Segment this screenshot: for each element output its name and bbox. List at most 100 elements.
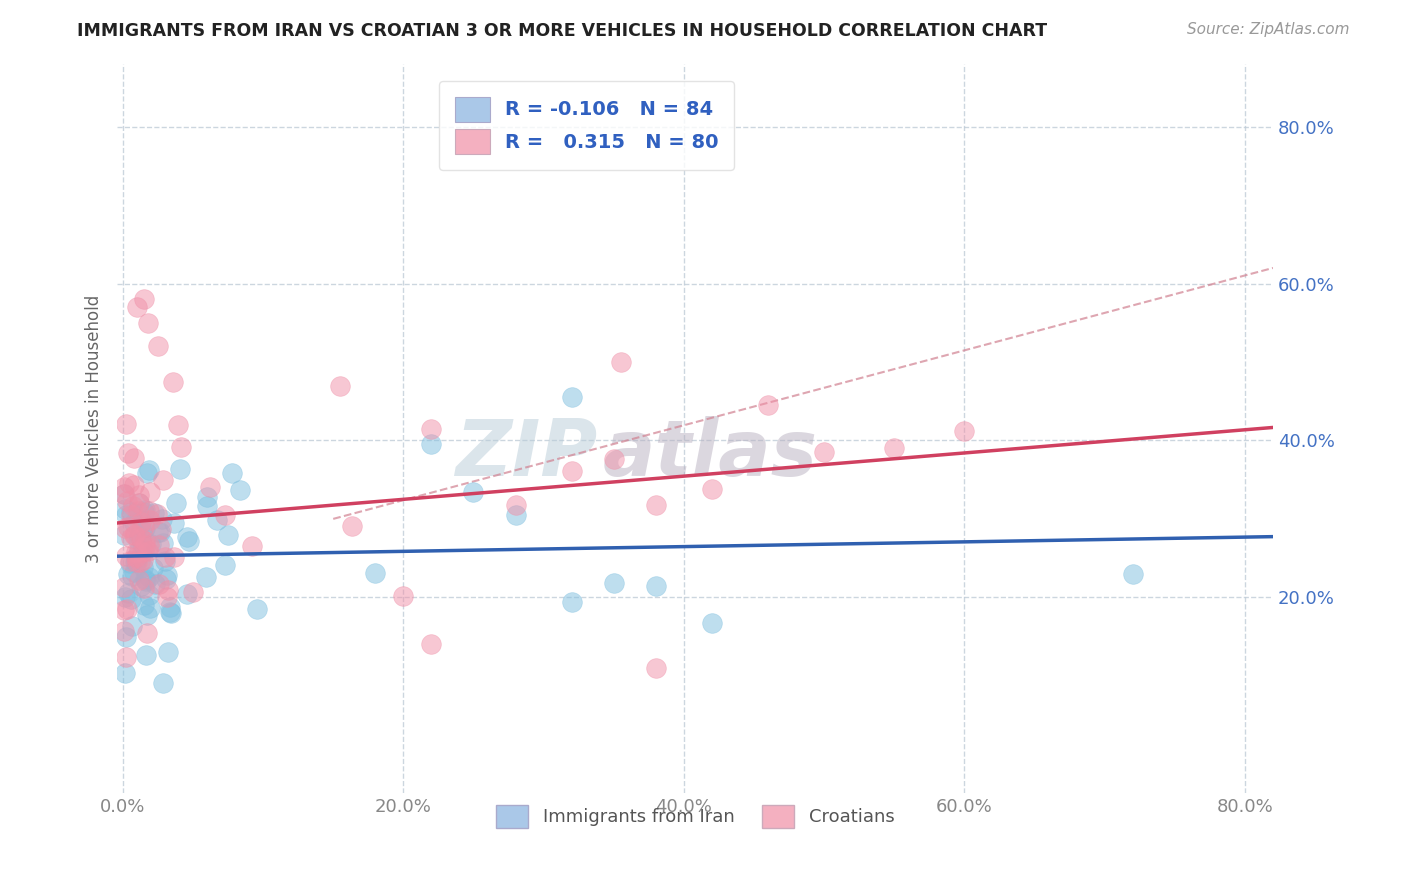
Point [122, 477, 145, 491]
Text: ZIP: ZIP [454, 417, 598, 492]
Point [561, 390, 583, 404]
Point [128, 573, 150, 587]
Point [124, 545, 146, 559]
Point [138, 504, 160, 518]
Point [122, 516, 145, 530]
Point [120, 505, 142, 519]
Point [136, 608, 159, 623]
Point [176, 587, 198, 601]
Point [114, 630, 136, 644]
Point [121, 568, 143, 582]
Point [125, 554, 148, 568]
Point [217, 528, 239, 542]
Point [132, 505, 155, 519]
Point [134, 533, 156, 548]
Point [132, 293, 155, 307]
Point [700, 615, 723, 630]
Point [122, 500, 145, 514]
Point [134, 520, 156, 534]
Point [117, 520, 139, 534]
Point [152, 676, 174, 690]
Point [128, 496, 150, 510]
Point [127, 533, 149, 548]
Point [420, 637, 443, 651]
Point [139, 485, 162, 500]
Point [112, 486, 135, 500]
Point [135, 648, 157, 662]
Point [200, 480, 222, 494]
Point [115, 494, 138, 508]
Point [163, 550, 186, 565]
Point [195, 491, 218, 505]
Point [813, 444, 835, 458]
Point [364, 566, 387, 580]
Point [420, 437, 443, 451]
Point [131, 524, 153, 539]
Point [1122, 566, 1144, 581]
Point [138, 463, 160, 477]
Point [134, 521, 156, 535]
Point [159, 599, 181, 614]
Point [127, 504, 149, 518]
Point [114, 591, 136, 605]
Point [205, 513, 228, 527]
Point [112, 480, 135, 494]
Point [131, 513, 153, 527]
Point [132, 598, 155, 612]
Point [114, 417, 136, 432]
Point [644, 661, 666, 675]
Text: atlas: atlas [603, 417, 818, 492]
Point [756, 398, 779, 412]
Point [112, 603, 135, 617]
Point [152, 474, 174, 488]
Point [195, 500, 218, 514]
Point [122, 451, 145, 466]
Point [150, 512, 173, 526]
Point [136, 544, 159, 558]
Point [214, 508, 236, 523]
Point [132, 559, 155, 574]
Point [115, 508, 138, 522]
Point [117, 586, 139, 600]
Point [155, 573, 177, 587]
Point [181, 585, 204, 599]
Point [118, 557, 141, 571]
Point [221, 466, 243, 480]
Point [156, 645, 179, 659]
Point [114, 502, 136, 516]
Point [420, 421, 443, 435]
Point [128, 529, 150, 543]
Point [505, 508, 527, 522]
Point [505, 498, 527, 512]
Point [114, 665, 136, 680]
Point [125, 554, 148, 568]
Point [132, 553, 155, 567]
Point [128, 518, 150, 533]
Point [129, 515, 152, 529]
Point [644, 579, 666, 593]
Point [160, 606, 183, 620]
Point [138, 538, 160, 552]
Point [166, 418, 188, 433]
Point [610, 355, 633, 369]
Point [229, 483, 252, 497]
Point [139, 601, 162, 615]
Point [176, 530, 198, 544]
Point [153, 554, 176, 568]
Point [124, 528, 146, 542]
Point [117, 445, 139, 459]
Point [120, 508, 142, 522]
Point [115, 602, 138, 616]
Point [603, 576, 626, 591]
Point [125, 556, 148, 570]
Point [117, 566, 139, 581]
Point [131, 536, 153, 550]
Point [169, 462, 191, 476]
Point [240, 539, 263, 553]
Point [128, 542, 150, 557]
Legend: Immigrants from Iran, Croatians: Immigrants from Iran, Croatians [489, 797, 901, 836]
Point [114, 624, 136, 638]
Point [163, 516, 186, 531]
Point [129, 556, 152, 570]
Point [112, 580, 135, 594]
